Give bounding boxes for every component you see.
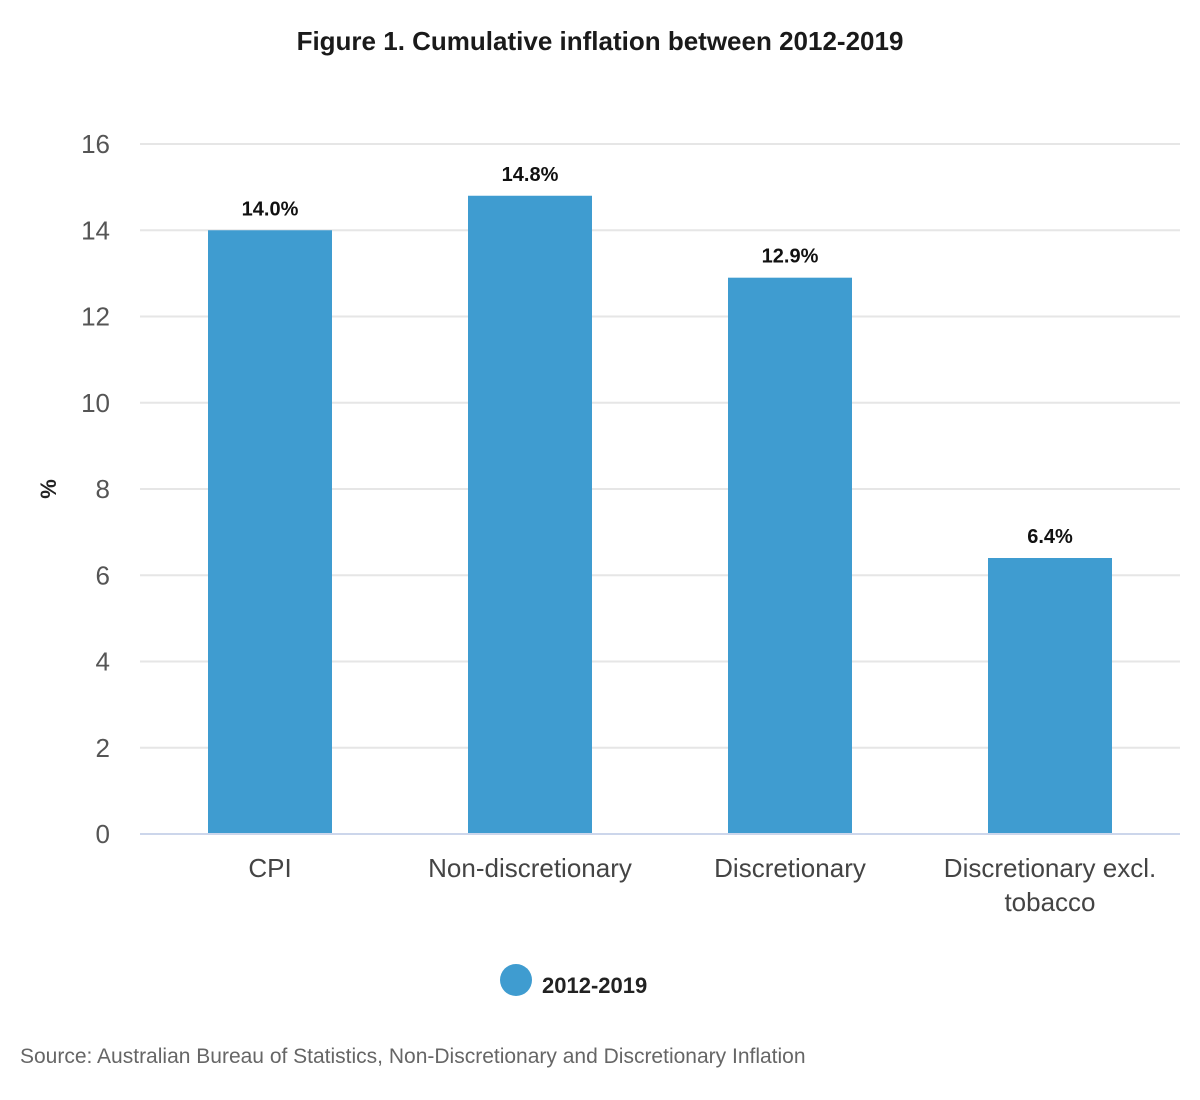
data-label: 14.0% (242, 198, 299, 220)
data-label: 14.8% (502, 164, 559, 186)
y-tick-label: 2 (96, 733, 110, 763)
y-tick-label: 0 (96, 819, 110, 849)
legend-label[interactable]: 2012-2019 (542, 973, 647, 998)
data-label: 6.4% (1027, 526, 1073, 548)
chart-title: Figure 1. Cumulative inflation between 2… (297, 26, 904, 56)
y-tick-label: 16 (81, 129, 110, 159)
data-label: 12.9% (762, 246, 819, 268)
x-category-label: CPI (248, 853, 291, 883)
bar (728, 277, 852, 834)
x-category-label: Discretionary (714, 853, 866, 883)
x-category-label: Discretionary excl. tobacco (944, 853, 1156, 917)
bars: 14.0% 14.8% 12.9% 6.4% (208, 164, 1112, 834)
y-tick-label: 4 (96, 647, 110, 677)
source-note: Source: Australian Bureau of Statistics,… (20, 1045, 806, 1068)
bar (468, 195, 592, 834)
y-axis-ticks: 0 2 4 6 8 10 12 14 16 (81, 129, 110, 849)
y-axis-label: % (36, 479, 61, 499)
y-tick-label: 10 (81, 388, 110, 418)
y-tick-label: 14 (81, 215, 110, 245)
legend[interactable]: 2012-2019 (500, 964, 647, 998)
y-tick-label: 12 (81, 302, 110, 332)
x-category-label: Non-discretionary (428, 853, 632, 883)
y-tick-label: 6 (96, 560, 110, 590)
legend-swatch-icon[interactable] (500, 964, 532, 996)
bar (988, 558, 1112, 834)
y-tick-label: 8 (96, 474, 110, 504)
bar (208, 230, 332, 834)
x-axis-categories: CPI Non-discretionary Discretionary Discret… (248, 853, 1156, 917)
